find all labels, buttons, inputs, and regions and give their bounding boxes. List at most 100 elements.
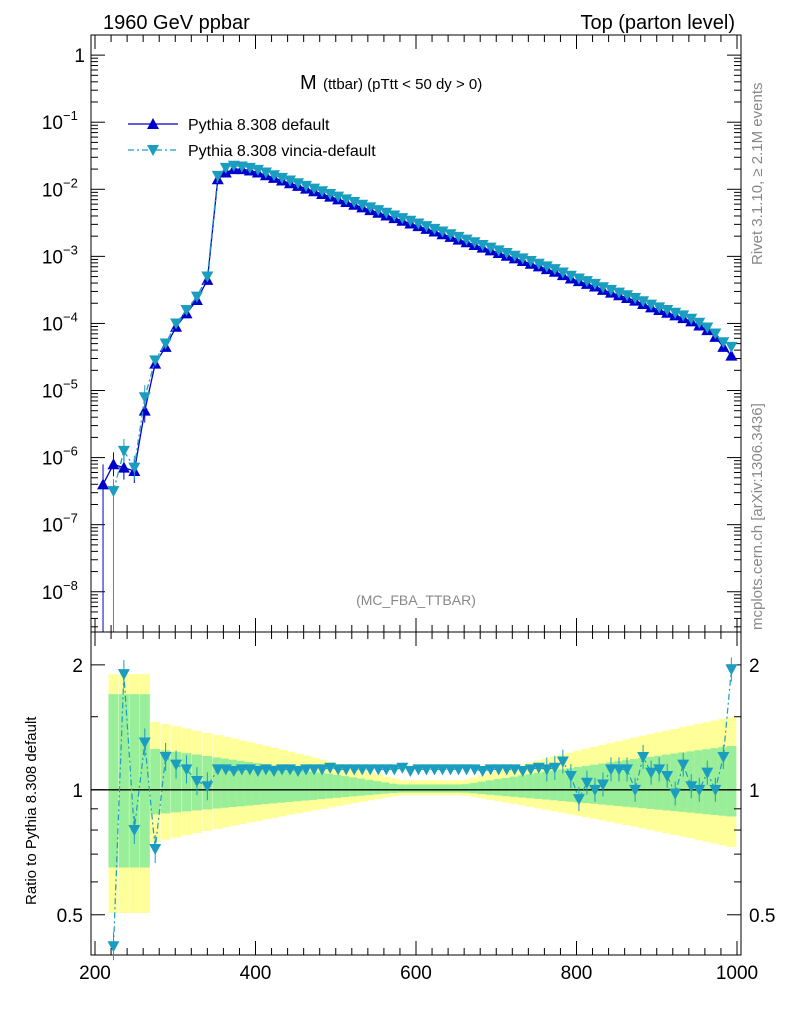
- ratio-point: [677, 759, 690, 771]
- y-tick-label: 1: [74, 46, 85, 67]
- band-inner: [606, 762, 616, 806]
- data-point-vincia: [725, 341, 738, 353]
- y-tick-exponent: −6: [63, 444, 78, 459]
- ratio-point: [556, 756, 569, 768]
- ratio-point: [267, 766, 280, 778]
- band-inner: [309, 771, 320, 800]
- ratio-point: [420, 764, 433, 776]
- main-plot: 110−110−210−310−410−510−610−710−8: [42, 34, 742, 633]
- ratio-point: [180, 764, 193, 776]
- data-point-vincia: [588, 278, 601, 290]
- band-inner: [118, 694, 129, 868]
- ratio-point: [128, 825, 141, 837]
- data-point-vincia: [556, 267, 569, 279]
- data-point-vincia: [227, 160, 240, 172]
- band-inner: [445, 784, 456, 793]
- ratio-point: [701, 767, 714, 779]
- ratio-point: [300, 764, 313, 776]
- y-tick-label: 10: [42, 247, 63, 268]
- ratio-point: [201, 781, 214, 793]
- data-point-vincia: [107, 486, 120, 498]
- data-point-vincia: [201, 271, 214, 283]
- y-tick-exponent: −8: [63, 578, 78, 593]
- ratio-ylabel: Ratio to Pythia 8.308 default: [23, 716, 40, 905]
- band-inner: [341, 776, 352, 798]
- band-inner: [477, 781, 488, 795]
- ratio-point: [572, 794, 585, 806]
- ratio-point: [170, 759, 183, 771]
- band-inner: [293, 768, 304, 802]
- data-point-vincia: [149, 355, 162, 367]
- ratio-point: [404, 766, 417, 778]
- ratio-point: [452, 764, 465, 776]
- analysis-tag: (MC_FBA_TTBAR): [356, 592, 476, 608]
- data-point-vincia: [159, 338, 172, 350]
- band-inner: [301, 770, 312, 801]
- band-inner: [276, 766, 287, 803]
- band-inner: [220, 758, 231, 808]
- ratio-point: [428, 764, 441, 776]
- band-inner: [252, 763, 263, 805]
- band-inner: [171, 751, 182, 813]
- band-inner: [285, 767, 296, 802]
- series-line-1: [112, 165, 732, 492]
- plot-title-main: M: [300, 72, 317, 94]
- ratio-point: [661, 770, 674, 782]
- ratio-y-tick-label-right: 0.5: [749, 906, 775, 927]
- ratio-point: [227, 766, 240, 778]
- ratio-point: [516, 766, 529, 778]
- y-tick-exponent: −5: [63, 377, 78, 392]
- ratio-point: [629, 784, 642, 796]
- ratio-point: [380, 764, 393, 776]
- y-tick-exponent: −2: [63, 175, 78, 190]
- band-inner: [678, 752, 689, 812]
- ratio-point: [580, 777, 593, 789]
- band-inner: [405, 784, 416, 793]
- ratio-point: [308, 764, 321, 776]
- plot-title-sub: (ttbar) (pTtt < 50 dy > 0): [323, 76, 482, 93]
- data-point-vincia: [190, 291, 203, 303]
- ratio-point: [159, 751, 172, 763]
- data-point-vincia: [211, 170, 224, 182]
- ratio-point: [388, 764, 401, 776]
- ratio-point: [138, 737, 151, 749]
- band-inner: [150, 748, 161, 815]
- band-inner: [726, 746, 737, 817]
- band-inner: [453, 784, 464, 793]
- rivet-label: Rivet 3.1.10, ≥ 2.1M events: [749, 83, 766, 266]
- ratio-line: [112, 669, 732, 947]
- ratio-point: [484, 764, 497, 776]
- x-tick-label: 800: [561, 963, 593, 984]
- ratio-point: [645, 767, 658, 779]
- ratio-point: [653, 764, 666, 776]
- band-inner: [389, 783, 400, 793]
- y-tick-label: 10: [42, 180, 63, 201]
- band-inner: [268, 765, 279, 804]
- data-point-vincia: [637, 296, 650, 308]
- data-point-vincia: [219, 162, 232, 174]
- band-inner: [357, 778, 368, 796]
- band-inner: [349, 777, 360, 797]
- ratio-point: [693, 784, 706, 796]
- data-point-vincia: [548, 264, 561, 276]
- band-inner: [461, 784, 472, 793]
- ratio-point: [235, 764, 248, 776]
- header-right: Top (parton level): [580, 12, 735, 34]
- data-point-default: [725, 349, 738, 361]
- ratio-point: [396, 762, 409, 774]
- band-inner: [429, 784, 440, 793]
- legend: Pythia 8.308 default Pythia 8.308 vincia…: [128, 117, 376, 160]
- ratio-point: [190, 776, 203, 788]
- ratio-point: [444, 764, 457, 776]
- band-inner: [317, 772, 328, 800]
- ratio-point: [564, 770, 577, 782]
- band-inner: [129, 694, 140, 868]
- band-inner: [533, 772, 544, 799]
- ratio-point: [500, 764, 513, 776]
- ratio-point: [588, 784, 601, 796]
- ratio-point: [348, 764, 361, 776]
- band-inner: [493, 779, 504, 796]
- data-point-default: [97, 478, 110, 490]
- ratio-point: [364, 764, 377, 776]
